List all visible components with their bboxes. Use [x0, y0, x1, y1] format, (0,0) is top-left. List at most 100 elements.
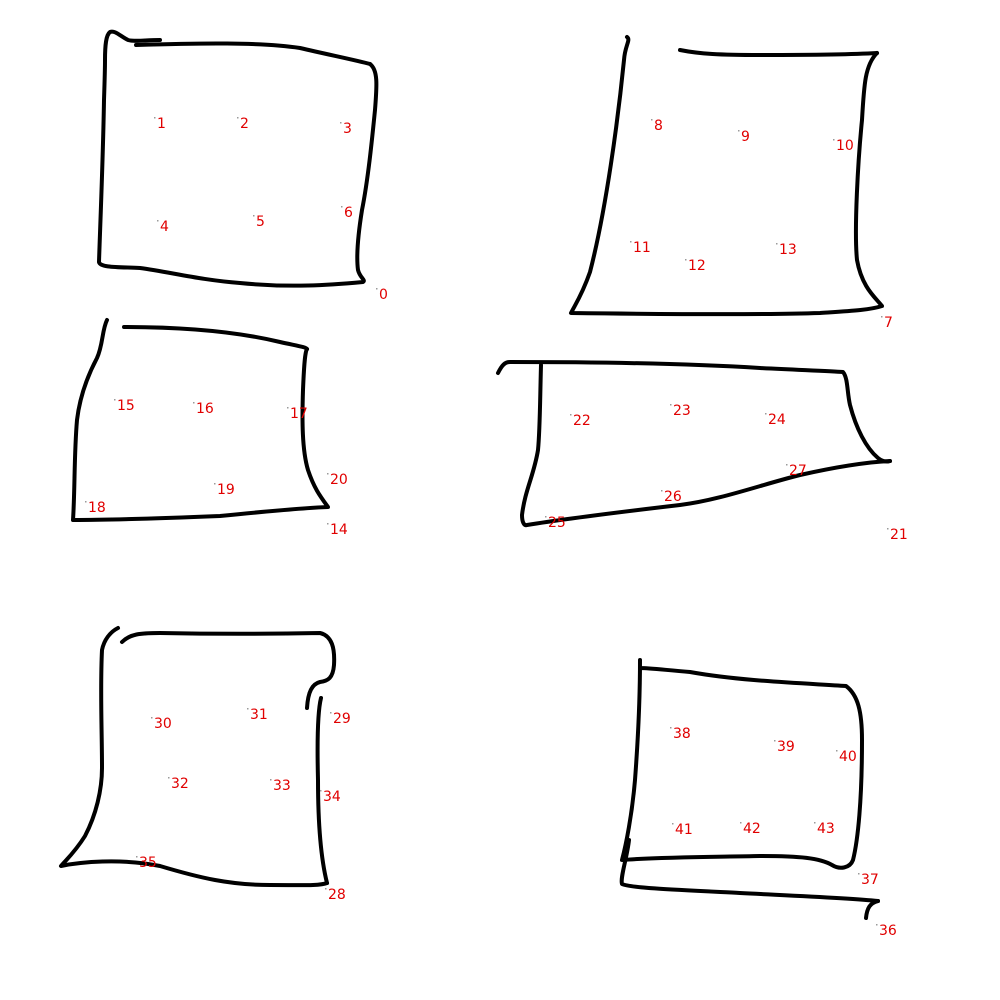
sketch-shape-5	[59, 626, 337, 888]
point-label-26: 26	[664, 489, 682, 505]
point-label-2: 2	[240, 116, 249, 132]
point-label-14: 14	[330, 522, 348, 538]
point-label-12: 12	[688, 258, 706, 274]
point-marker-31	[247, 708, 249, 710]
sketch-shape-1	[97, 29, 379, 288]
shape-1-top-left-hook	[103, 29, 162, 62]
point-label-3: 3	[343, 121, 352, 137]
point-label-27: 27	[789, 463, 807, 479]
point-label-18: 18	[88, 500, 106, 516]
point-marker-3	[340, 122, 342, 124]
point-label-35: 35	[139, 855, 157, 871]
point-label-42: 42	[743, 821, 761, 837]
shape-6-outline	[620, 658, 864, 870]
shape-3-outline	[71, 318, 330, 522]
point-label-25: 25	[548, 515, 566, 531]
point-marker-43	[814, 822, 816, 824]
shape-1-top-stroke	[134, 41, 372, 66]
point-marker-9	[738, 130, 740, 132]
point-marker-15	[114, 399, 116, 401]
shape-6-bottom-hook	[864, 899, 880, 920]
point-marker-23	[670, 404, 672, 406]
point-label-0: 0	[379, 287, 388, 303]
point-marker-6	[341, 206, 343, 208]
point-label-29: 29	[333, 711, 351, 727]
shape-2-outline	[569, 35, 884, 317]
point-marker-5	[253, 215, 255, 217]
point-marker-4	[157, 220, 159, 222]
point-marker-27	[786, 464, 788, 466]
point-marker-8	[651, 119, 653, 121]
point-label-21: 21	[890, 527, 908, 543]
shape-2-top-stroke	[678, 48, 879, 57]
point-label-16: 16	[196, 401, 214, 417]
point-label-31: 31	[250, 707, 268, 723]
shape-4-outline	[520, 363, 892, 528]
point-marker-2	[237, 117, 239, 119]
point-label-38: 38	[673, 726, 691, 742]
point-label-37: 37	[861, 872, 879, 888]
point-label-20: 20	[330, 472, 348, 488]
point-marker-18	[85, 501, 87, 503]
point-marker-38	[670, 727, 672, 729]
point-marker-19	[214, 483, 216, 485]
point-label-30: 30	[154, 716, 172, 732]
point-marker-32	[168, 777, 170, 779]
shape-5-right-stroke	[315, 696, 329, 885]
point-label-17: 17	[290, 406, 308, 422]
point-label-4: 4	[160, 219, 169, 235]
point-marker-30	[151, 717, 153, 719]
point-marker-36	[876, 924, 878, 926]
point-marker-7	[881, 316, 883, 318]
point-marker-24	[765, 413, 767, 415]
point-label-9: 9	[741, 129, 750, 145]
point-marker-21	[887, 528, 889, 530]
point-label-39: 39	[777, 739, 795, 755]
shape-5-left-stroke	[59, 626, 329, 888]
shape-1-outline	[97, 58, 379, 288]
point-label-1: 1	[157, 116, 166, 132]
point-marker-28	[325, 888, 327, 890]
point-label-28: 28	[328, 887, 346, 903]
point-marker-17	[287, 407, 289, 409]
point-marker-39	[774, 740, 776, 742]
point-label-13: 13	[779, 242, 797, 258]
sketch-shape-6	[619, 658, 880, 920]
point-marker-26	[661, 490, 663, 492]
point-label-11: 11	[633, 240, 651, 256]
point-marker-41	[672, 823, 674, 825]
point-marker-11	[630, 241, 632, 243]
point-marker-22	[570, 414, 572, 416]
shape-3-top-stroke	[122, 325, 309, 351]
point-label-34: 34	[323, 789, 341, 805]
shape-6-bottom-stroke	[619, 838, 880, 903]
point-label-24: 24	[768, 412, 786, 428]
point-marker-14	[327, 523, 329, 525]
point-marker-10	[833, 139, 835, 141]
point-marker-29	[330, 712, 332, 714]
point-marker-42	[740, 822, 742, 824]
point-label-6: 6	[344, 205, 353, 221]
point-label-19: 19	[217, 482, 235, 498]
point-label-10: 10	[836, 138, 854, 154]
sketch-shape-2	[569, 35, 884, 317]
point-label-40: 40	[839, 749, 857, 765]
point-label-23: 23	[673, 403, 691, 419]
point-marker-13	[776, 243, 778, 245]
point-label-32: 32	[171, 776, 189, 792]
point-label-7: 7	[884, 315, 893, 331]
point-label-43: 43	[817, 821, 835, 837]
point-marker-1	[154, 117, 156, 119]
point-label-8: 8	[654, 118, 663, 134]
point-label-41: 41	[675, 822, 693, 838]
point-marker-12	[685, 259, 687, 261]
point-marker-0	[376, 288, 378, 290]
point-marker-33	[270, 779, 272, 781]
sketch-shape-4	[496, 360, 892, 528]
point-marker-16	[193, 402, 195, 404]
point-label-5: 5	[256, 214, 265, 230]
shape-4-top-stroke	[496, 360, 892, 464]
shape-5-top-stroke	[120, 631, 337, 710]
